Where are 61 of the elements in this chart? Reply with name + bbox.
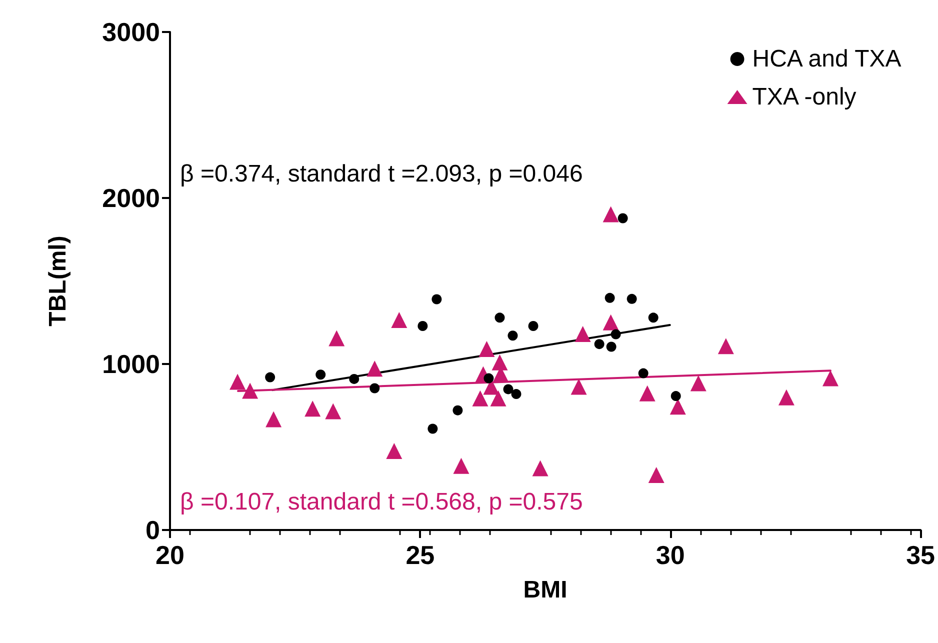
point bbox=[574, 326, 591, 342]
point bbox=[349, 374, 360, 384]
point bbox=[472, 390, 488, 406]
point bbox=[230, 374, 246, 390]
point bbox=[386, 442, 402, 459]
y-tick-label: 3000 bbox=[102, 17, 160, 47]
point bbox=[316, 370, 326, 380]
point bbox=[418, 320, 428, 331]
legend-label: TXA -only bbox=[752, 84, 856, 110]
x-tick-label: 35 bbox=[906, 540, 935, 570]
point bbox=[370, 383, 380, 394]
point bbox=[366, 360, 383, 377]
point bbox=[822, 370, 838, 386]
point bbox=[432, 294, 442, 304]
point bbox=[328, 330, 345, 346]
point bbox=[610, 329, 621, 340]
point bbox=[503, 384, 514, 394]
point bbox=[484, 373, 494, 384]
point bbox=[494, 312, 505, 323]
point bbox=[304, 400, 321, 417]
point bbox=[532, 460, 548, 476]
point bbox=[648, 467, 664, 484]
x-tick-label: 30 bbox=[656, 540, 685, 570]
annotation: β =0.107, standard t =0.568, p =0.575 bbox=[180, 488, 583, 516]
point bbox=[266, 411, 282, 428]
point bbox=[618, 213, 628, 224]
point bbox=[778, 389, 794, 406]
point bbox=[265, 372, 276, 382]
point bbox=[670, 398, 686, 415]
annotation: β =0.374, standard t =2.093, p =0.046 bbox=[180, 160, 583, 188]
y-tick-label: 1000 bbox=[102, 349, 160, 379]
legend-label: HCA and TXA bbox=[752, 46, 902, 72]
point bbox=[602, 206, 619, 222]
point bbox=[325, 403, 342, 420]
point bbox=[690, 375, 706, 392]
point bbox=[490, 390, 506, 406]
point bbox=[718, 338, 734, 354]
point bbox=[626, 294, 637, 304]
point bbox=[639, 385, 656, 402]
point bbox=[604, 292, 615, 303]
point bbox=[492, 354, 508, 370]
x-axis-title: BMI bbox=[523, 576, 568, 604]
point bbox=[428, 424, 438, 434]
point bbox=[638, 368, 648, 378]
point bbox=[242, 382, 258, 399]
y-tick-label: 2000 bbox=[102, 183, 160, 213]
point bbox=[478, 341, 495, 358]
x-tick-label: 25 bbox=[406, 540, 435, 570]
point bbox=[594, 339, 604, 350]
point bbox=[670, 391, 681, 402]
point bbox=[508, 330, 518, 341]
point bbox=[528, 320, 538, 331]
point bbox=[570, 378, 587, 395]
y-axis-title: TBL(ml) bbox=[44, 236, 72, 326]
point bbox=[602, 314, 619, 330]
point bbox=[511, 389, 522, 400]
point bbox=[391, 312, 408, 328]
point bbox=[648, 312, 658, 323]
point bbox=[452, 405, 463, 416]
point bbox=[606, 342, 616, 352]
point bbox=[453, 458, 470, 474]
